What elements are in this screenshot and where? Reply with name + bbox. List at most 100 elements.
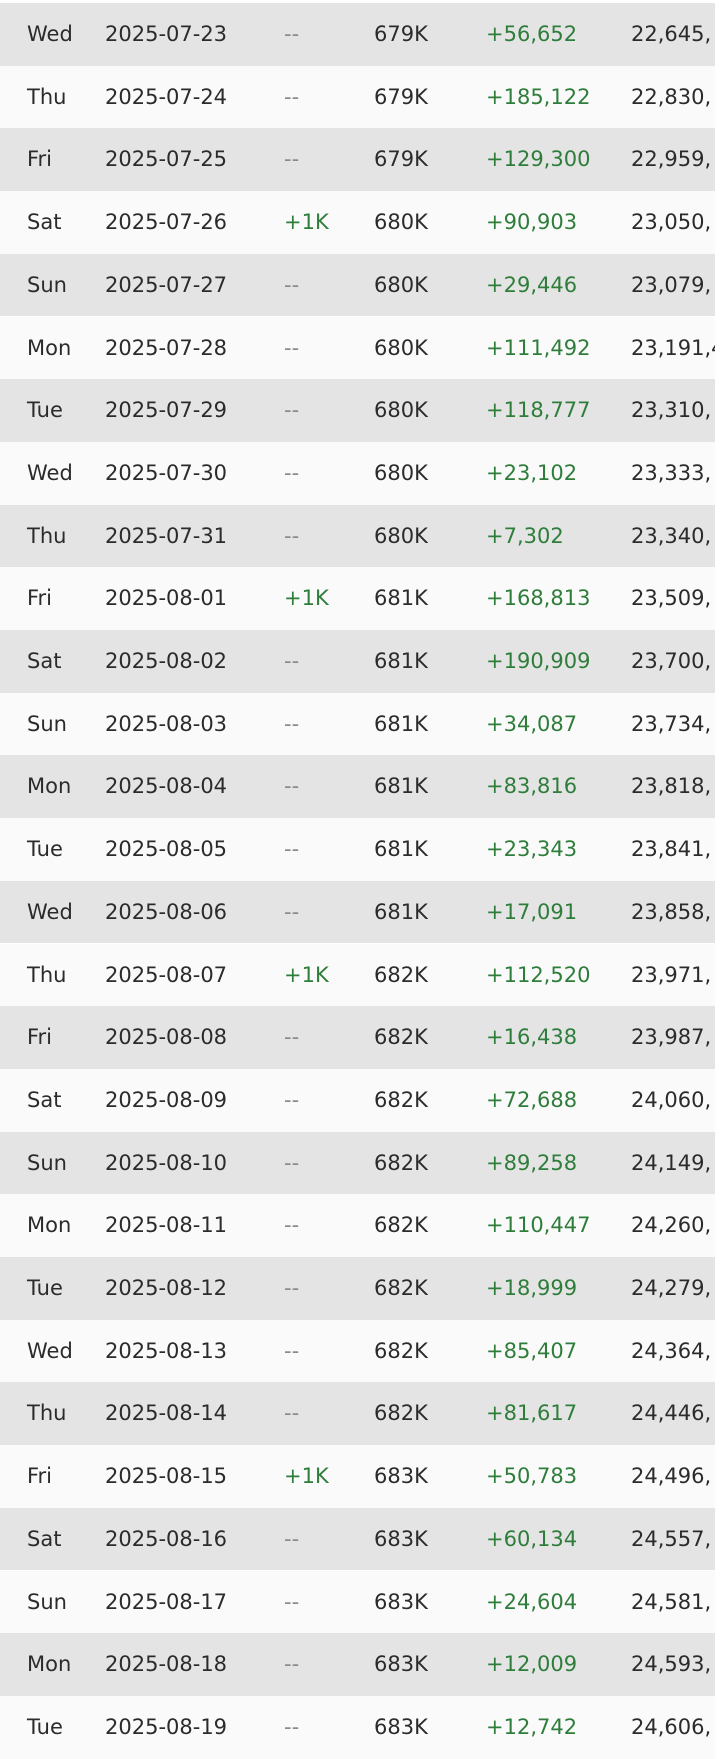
- table-cell: 2025-08-14: [105, 1401, 228, 1426]
- table-row: Sun 2025-08-17 -- 683K +24,604 24,581,: [0, 1570, 715, 1634]
- table-row: Sat 2025-08-02 -- 681K +190,909 23,700,: [0, 630, 715, 693]
- table-cell: 2025-07-31: [105, 523, 228, 548]
- table-cell: --: [284, 649, 300, 673]
- table-cell: +29,446: [486, 272, 578, 297]
- table-cell: 2025-08-18: [105, 1652, 228, 1677]
- table-cell: Thu: [27, 962, 67, 987]
- table-cell: Tue: [27, 1714, 63, 1739]
- table-cell: Mon: [27, 774, 72, 799]
- table-cell: 23,509,: [631, 586, 712, 611]
- table-cell: 682K: [374, 1338, 428, 1363]
- table-row: Sat 2025-07-26 +1K 680K +90,903 23,050,: [0, 191, 715, 254]
- table-cell: Fri: [27, 1025, 53, 1050]
- table-cell: 681K: [374, 586, 428, 611]
- table-cell: 2025-08-06: [105, 899, 228, 924]
- table-cell: --: [284, 899, 300, 924]
- table-cell: Mon: [27, 1213, 72, 1238]
- table-cell: Tue: [27, 837, 63, 862]
- table-cell: --: [284, 1150, 300, 1175]
- table-cell: 681K: [374, 899, 428, 924]
- table-cell: +12,742: [486, 1714, 578, 1739]
- table-cell: 23,050,: [631, 210, 712, 235]
- table-cell: +118,777: [486, 398, 591, 423]
- table-cell: +89,258: [486, 1150, 578, 1175]
- table-cell: 681K: [374, 649, 428, 673]
- table-cell: 24,496,: [631, 1464, 712, 1489]
- table-cell: 2025-08-16: [105, 1526, 228, 1551]
- table-row: Mon 2025-08-18 -- 683K +12,009 24,593,: [0, 1633, 715, 1696]
- table-cell: Sun: [27, 1150, 67, 1175]
- table-cell: +7,302: [486, 523, 564, 548]
- table-cell: --: [284, 837, 300, 862]
- table-cell: --: [284, 1213, 300, 1238]
- table-cell: 2025-08-03: [105, 711, 228, 736]
- table-cell: 679K: [374, 22, 428, 46]
- table-cell: 2025-08-15: [105, 1464, 228, 1489]
- table-cell: 2025-08-13: [105, 1338, 228, 1363]
- table-cell: 2025-08-05: [105, 837, 228, 862]
- table-cell: Sat: [27, 210, 62, 235]
- table-row: Thu 2025-08-07 +1K 682K +112,520 23,971,: [0, 943, 715, 1007]
- table-cell: 2025-08-01: [105, 586, 228, 611]
- table-cell: Wed: [27, 1338, 73, 1363]
- table-cell: 682K: [374, 1150, 428, 1175]
- table-cell: 23,333,: [631, 460, 712, 485]
- table-cell: 2025-07-29: [105, 398, 228, 423]
- table-cell: 682K: [374, 1276, 428, 1300]
- table-cell: 682K: [374, 1025, 428, 1050]
- table-cell: 23,191,4: [631, 335, 715, 360]
- table-cell: --: [284, 711, 300, 736]
- table-row: Thu 2025-07-24 -- 679K +185,122 22,830,: [0, 65, 715, 129]
- table-cell: 22,830,: [631, 84, 712, 109]
- table-cell: --: [284, 1652, 300, 1677]
- table-cell: Fri: [27, 1464, 53, 1489]
- table-cell: --: [284, 460, 300, 485]
- table-cell: --: [284, 1276, 300, 1300]
- table-cell: 24,060,: [631, 1087, 712, 1112]
- table-cell: 682K: [374, 1401, 428, 1426]
- table-cell: +23,343: [486, 837, 578, 862]
- table-row: Mon 2025-07-28 -- 680K +111,492 23,191,4: [0, 316, 715, 380]
- table-row: Sun 2025-08-10 -- 682K +89,258 24,149,: [0, 1131, 715, 1195]
- table-cell: +90,903: [486, 210, 578, 235]
- table-cell: 681K: [374, 711, 428, 736]
- table-cell: +1K: [284, 210, 329, 235]
- table-cell: 683K: [374, 1526, 428, 1551]
- table-cell: +18,999: [486, 1276, 578, 1300]
- table-cell: --: [284, 1714, 300, 1739]
- table-cell: --: [284, 147, 300, 172]
- table-cell: 24,593,: [631, 1652, 712, 1677]
- table-cell: 23,858,: [631, 899, 712, 924]
- table-row: Tue 2025-08-19 -- 683K +12,742 24,606,: [0, 1695, 715, 1759]
- table-cell: 22,645,: [631, 22, 712, 46]
- table-cell: +129,300: [486, 147, 591, 172]
- table-cell: 24,279,: [631, 1276, 712, 1300]
- table-cell: --: [284, 1025, 300, 1050]
- table-cell: +50,783: [486, 1464, 578, 1489]
- table-row: Fri 2025-08-01 +1K 681K +168,813 23,509,: [0, 567, 715, 630]
- table-cell: Tue: [27, 1276, 63, 1300]
- table-cell: Sun: [27, 272, 67, 297]
- table-cell: 23,971,: [631, 962, 712, 987]
- table-cell: Sat: [27, 1087, 62, 1112]
- table-cell: 2025-07-23: [105, 22, 228, 46]
- table-row: Thu 2025-07-31 -- 680K +7,302 23,340,: [0, 504, 715, 568]
- table-cell: 679K: [374, 84, 428, 109]
- table-row: Wed 2025-08-13 -- 682K +85,407 24,364,: [0, 1319, 715, 1383]
- table-cell: 2025-08-07: [105, 962, 228, 987]
- table-cell: +1K: [284, 586, 329, 611]
- table-cell: Sat: [27, 1526, 62, 1551]
- table-cell: 681K: [374, 837, 428, 862]
- table-cell: 2025-07-26: [105, 210, 228, 235]
- table-cell: --: [284, 84, 300, 109]
- table-cell: +1K: [284, 1464, 329, 1489]
- table-cell: 2025-08-17: [105, 1589, 228, 1614]
- table-row: Mon 2025-08-11 -- 682K +110,447 24,260,: [0, 1194, 715, 1257]
- table-cell: --: [284, 398, 300, 423]
- table-cell: Sun: [27, 711, 67, 736]
- table-cell: Wed: [27, 460, 73, 485]
- table-cell: 680K: [374, 210, 428, 235]
- table-cell: +60,134: [486, 1526, 578, 1551]
- table-cell: 24,260,: [631, 1213, 712, 1238]
